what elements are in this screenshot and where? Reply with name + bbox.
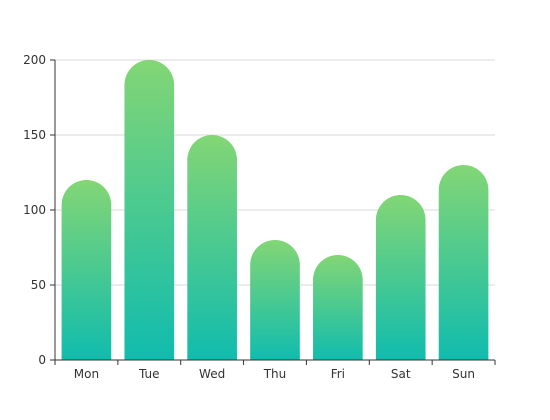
y-tick-label: 200 — [23, 53, 46, 67]
y-tick-labels: 0 50 100 150 200 — [23, 53, 46, 367]
y-tick-label: 150 — [23, 128, 46, 142]
x-tick-label: Wed — [199, 367, 225, 381]
x-tick-label: Tue — [138, 367, 160, 381]
bar-tue — [124, 60, 175, 361]
bar-fri — [313, 255, 363, 360]
bar-sat — [375, 195, 426, 360]
y-tick-label: 0 — [38, 353, 46, 367]
y-tick-label: 100 — [23, 203, 46, 217]
x-tick-label: Sun — [452, 367, 475, 381]
bar-thu — [250, 240, 300, 360]
x-tick-label: Sat — [391, 367, 411, 381]
bar-mon — [61, 179, 112, 360]
x-tick-label: Mon — [74, 367, 99, 381]
y-tick-label: 50 — [31, 278, 46, 292]
bar-series — [61, 60, 489, 361]
x-tick-label: Thu — [263, 367, 287, 381]
x-tick-label: Fri — [331, 367, 345, 381]
axes — [50, 59, 496, 365]
x-tick-labels: Mon Tue Wed Thu Fri Sat Sun — [74, 367, 475, 381]
bar-wed — [187, 134, 237, 360]
bar-sun — [438, 165, 489, 360]
